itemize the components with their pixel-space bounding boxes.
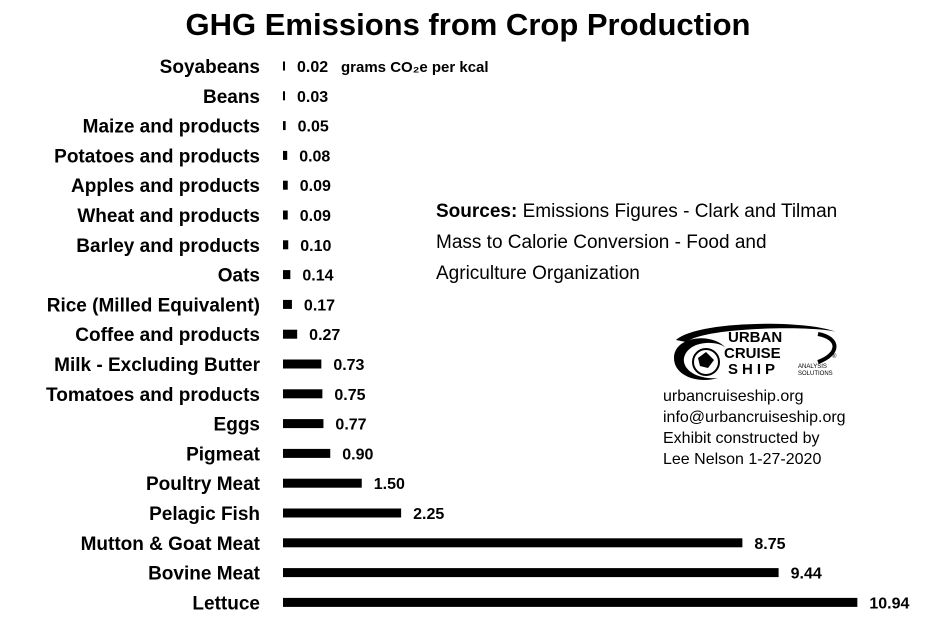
bar (283, 270, 291, 280)
category-label: Soyabeans (160, 57, 260, 78)
logo-line-urban: URBAN (728, 329, 782, 346)
logo-sub-analysis: ANALYSIS (798, 364, 827, 370)
bar (283, 150, 288, 160)
bar (283, 91, 285, 101)
category-label: Oats (218, 266, 260, 287)
value-label: 0.10 (300, 238, 331, 255)
bar (283, 448, 331, 458)
category-label: Pigmeat (186, 444, 261, 465)
value-label: 0.17 (304, 297, 335, 314)
sources-line-1: Emissions Figures - Clark and Tilman (522, 201, 838, 222)
category-label: Lettuce (192, 593, 260, 614)
category-label: Poultry Meat (146, 474, 261, 495)
bar (283, 299, 292, 309)
bar (283, 359, 322, 369)
category-label: Wheat and products (77, 206, 260, 227)
bar (283, 389, 323, 399)
bar (283, 329, 298, 339)
credit-line-1: Exhibit constructed by (663, 430, 820, 447)
bar (283, 61, 285, 71)
category-label: Coffee and products (75, 325, 260, 346)
value-label: 0.08 (299, 148, 330, 165)
sources-heading: Sources: (436, 201, 518, 222)
sources-line-3: Agriculture Organization (436, 263, 640, 284)
sources-note: Sources: Emissions Figures - Clark and T… (436, 196, 896, 289)
category-label: Milk - Excluding Butter (54, 355, 260, 376)
credit-line-2: Lee Nelson 1-27-2020 (663, 451, 822, 468)
bar (283, 180, 288, 190)
category-label: Bovine Meat (148, 564, 261, 585)
bar (283, 538, 743, 548)
value-label: 0.09 (300, 208, 331, 225)
value-label: 0.09 (300, 178, 331, 195)
value-label: 0.75 (334, 387, 365, 404)
chart-title: GHG Emissions from Crop Production (186, 7, 751, 42)
logo-registered-mark: ® (832, 353, 837, 360)
value-label: 8.75 (754, 536, 785, 553)
sources-line-2: Mass to Calorie Conversion - Food and (436, 232, 767, 253)
category-label: Tomatoes and products (46, 385, 260, 406)
bar (283, 508, 402, 518)
email-text: info@urbancruiseship.org (663, 409, 846, 426)
urban-cruise-ship-logo: URBAN CRUISE SHIP ANALYSIS SOLUTIONS ® (674, 323, 837, 380)
website-text: urbancruiseship.org (663, 388, 804, 405)
value-label: 9.44 (791, 566, 822, 583)
category-label: Apples and products (71, 176, 260, 197)
value-label: 2.25 (413, 506, 444, 523)
value-label: 0.03 (297, 89, 328, 106)
bar (283, 210, 288, 220)
logo-line-cruise: CRUISE (724, 345, 781, 362)
logo-line-ship: SHIP (728, 361, 779, 378)
bar (283, 568, 779, 578)
category-label: Rice (Milled Equivalent) (47, 295, 260, 316)
category-label: Barley and products (76, 236, 260, 257)
unit-label: grams CO₂e per kcal (341, 59, 489, 76)
value-label: 0.02 (297, 59, 328, 76)
value-label: 1.50 (374, 476, 405, 493)
category-label: Pelagic Fish (149, 504, 260, 525)
value-label: 0.27 (309, 327, 340, 344)
bar (283, 240, 289, 250)
value-label: 0.90 (342, 446, 373, 463)
bar (283, 478, 362, 488)
value-label: 0.77 (335, 417, 366, 434)
bar (283, 419, 324, 429)
value-label: 0.73 (333, 357, 364, 374)
category-label: Mutton & Goat Meat (81, 534, 261, 555)
value-label: 0.05 (298, 119, 329, 136)
category-label: Beans (203, 87, 260, 108)
value-label: 0.14 (302, 268, 333, 285)
value-label: 10.94 (869, 595, 909, 612)
category-label: Maize and products (83, 117, 260, 138)
contact-block: urbancruiseship.org info@urbancruiseship… (663, 386, 923, 470)
category-label: Potatoes and products (54, 146, 260, 167)
bars-group: Soyabeans 0.02 grams CO₂e per kcal Beans 0.0… (46, 57, 909, 614)
bar (283, 121, 286, 131)
bar (283, 597, 858, 607)
logo-sub-solutions: SOLUTIONS (798, 371, 833, 377)
category-label: Eggs (214, 415, 260, 436)
